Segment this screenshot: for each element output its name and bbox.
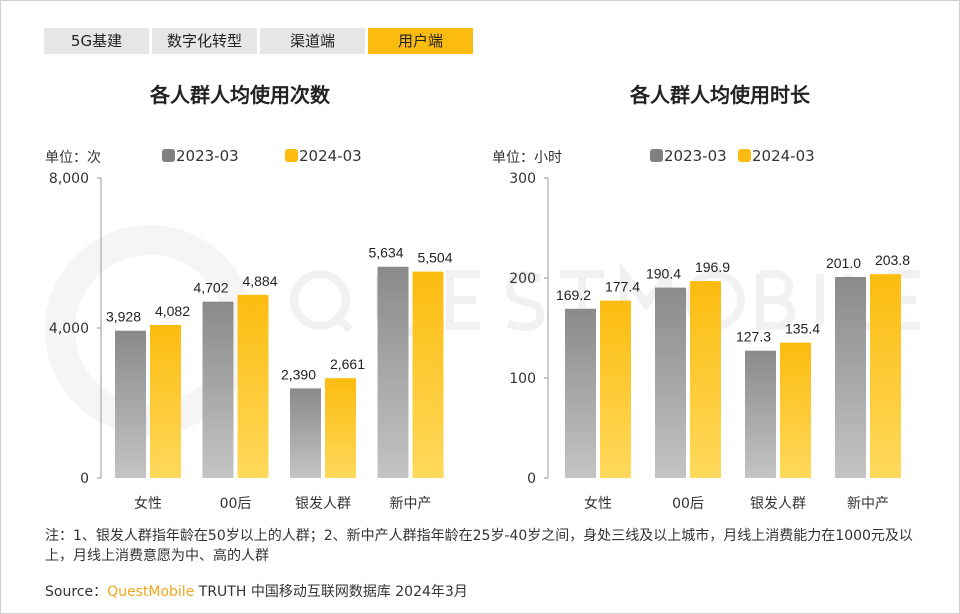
- source-rest: TRUTH 中国移动互联网数据库 2024年3月: [194, 584, 468, 600]
- bar-2023-03: [565, 308, 596, 478]
- bar-2023-03: [655, 287, 686, 478]
- data-label: 2,661: [330, 356, 365, 372]
- data-label: 5,634: [368, 245, 403, 261]
- tab-5g[interactable]: 5G基建: [44, 28, 149, 54]
- data-label: 3,928: [106, 309, 141, 325]
- bar-2024-03: [870, 274, 901, 478]
- chart-title: 各人群人均使用时长: [629, 83, 811, 107]
- x-tick-label: 新中产: [390, 496, 432, 512]
- data-label: 177.4: [605, 279, 640, 295]
- bar-2024-03: [150, 324, 181, 478]
- chart-title: 各人群人均使用次数: [149, 83, 331, 107]
- legend-label: 2023-03: [664, 147, 727, 165]
- y-tick-label: 200: [509, 271, 536, 287]
- y-tick-label: 4,000: [49, 321, 89, 337]
- x-tick-label: 银发人群: [295, 496, 351, 512]
- data-label: 135.4: [785, 321, 820, 337]
- y-tick-label: 0: [527, 471, 536, 487]
- tab-digital-transformation[interactable]: 数字化转型: [152, 28, 257, 54]
- data-label: 127.3: [736, 329, 771, 345]
- tab-channel[interactable]: 渠道端: [260, 28, 365, 54]
- bar-2024-03: [412, 271, 444, 478]
- bar-2023-03: [115, 330, 146, 478]
- bar-2023-03: [745, 350, 776, 478]
- bar-2023-03: [202, 301, 234, 478]
- footnote: 注：1、银发人群指年龄在50岁以上的人群；2、新中产人群指年龄在25岁-40岁之…: [45, 528, 913, 564]
- x-tick-label: 女性: [134, 495, 162, 512]
- bar-2023-03: [290, 388, 321, 478]
- data-label: 201.0: [826, 255, 861, 271]
- bar-2024-03: [690, 281, 721, 478]
- unit-label: 单位：小时: [492, 150, 562, 166]
- x-tick-label: 女性: [584, 495, 612, 512]
- bar-2024-03: [600, 300, 631, 478]
- source-prefix: Source：: [45, 584, 108, 600]
- legend-swatch: [162, 149, 175, 162]
- data-label: 190.4: [646, 266, 681, 282]
- data-label: 4,082: [155, 303, 190, 319]
- x-tick-label: 银发人群: [750, 496, 806, 512]
- bar-2024-03: [325, 378, 356, 478]
- source-line: Source：QuestMobile TRUTH 中国移动互联网数据库 2024…: [45, 581, 468, 601]
- y-tick-label: 0: [80, 471, 89, 487]
- data-label: 4,884: [242, 273, 277, 289]
- unit-label: 单位：次: [45, 150, 101, 166]
- data-label: 4,702: [193, 280, 228, 296]
- data-label: 203.8: [875, 252, 910, 268]
- legend-swatch: [285, 149, 298, 162]
- x-tick-label: 00后: [672, 496, 704, 512]
- data-label: 2,390: [281, 366, 316, 382]
- legend-swatch: [650, 149, 663, 162]
- bar-2023-03: [377, 266, 409, 478]
- legend-label: 2024-03: [752, 147, 815, 165]
- source-brand: QuestMobile: [107, 584, 195, 600]
- legend-label: 2024-03: [299, 147, 362, 165]
- bar-2023-03: [835, 277, 866, 478]
- tab-user[interactable]: 用户端: [368, 28, 473, 54]
- x-tick-label: 00后: [220, 496, 252, 512]
- tab-bar: 5G基建 数字化转型 渠道端 用户端: [44, 28, 473, 54]
- x-tick-label: 新中产: [847, 496, 889, 512]
- y-tick-label: 100: [509, 371, 536, 387]
- data-label: 169.2: [556, 287, 591, 303]
- bar-2024-03: [780, 342, 811, 478]
- y-tick-label: 300: [509, 171, 536, 187]
- data-label: 196.9: [695, 259, 730, 275]
- bar-2024-03: [237, 294, 269, 478]
- data-label: 5,504: [417, 250, 452, 266]
- legend-label: 2023-03: [176, 147, 239, 165]
- legend-swatch: [738, 149, 751, 162]
- y-tick-label: 8,000: [49, 171, 89, 187]
